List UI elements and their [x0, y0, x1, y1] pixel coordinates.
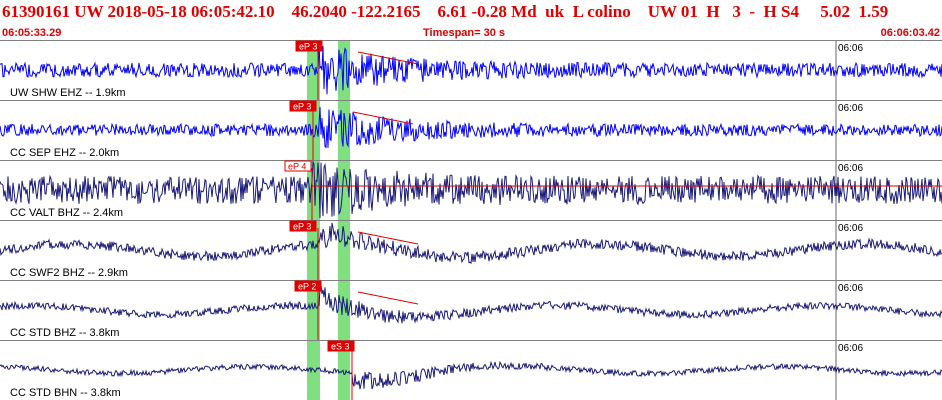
trace-row[interactable]: eP 3 06:06 CC SEP EHZ -- 2.0km [0, 100, 942, 161]
waveform-trace [0, 43, 942, 95]
seismogram-panel[interactable]: eP 3 06:06 UW SHW EHZ -- 1.9km eP 3 06:06 CC … [0, 40, 942, 400]
event-header: 61390161 UW 2018-05-18 06:05:42.10 46.20… [0, 0, 942, 40]
waveform-trace [0, 284, 942, 324]
pick-label-box[interactable] [294, 280, 322, 292]
pick-label: eP 3 [293, 222, 311, 232]
window-end-time: 06:06:03.42 [880, 27, 940, 39]
coda-fit-line [357, 51, 419, 65]
station-label: CC SWF2 BHZ -- 2.9km [10, 267, 128, 279]
time-mark-label: 06:06 [838, 343, 863, 354]
pick-label: eP 3 [293, 102, 311, 112]
station-label: CC SEP EHZ -- 2.0km [10, 147, 119, 159]
pick-label-box[interactable] [284, 160, 312, 172]
time-mark-label: 06:06 [838, 103, 863, 114]
pick-label: eP 4 [288, 162, 306, 172]
station-label: UW SHW EHZ -- 1.9km [10, 87, 126, 99]
trace-row[interactable]: eP 2 06:06 CC STD BHZ -- 3.8km [0, 280, 942, 341]
waveform-trace [0, 106, 942, 149]
station-label: CC STD BHN -- 3.8km [10, 387, 121, 399]
pick-label-box[interactable] [327, 340, 355, 352]
time-mark-label: 06:06 [838, 223, 863, 234]
time-mark-label: 06:06 [838, 43, 863, 54]
trace-row[interactable]: eP 3 06:06 CC SWF2 BHZ -- 2.9km [0, 220, 942, 281]
window-start-time: 06:05:33.29 [2, 27, 62, 39]
timespan-label: Timespan= 30 s [423, 27, 506, 39]
waveform-trace [0, 160, 942, 219]
trace-row[interactable]: eS 3 06:06 CC STD BHN -- 3.8km [0, 340, 942, 400]
time-mark-label: 06:06 [838, 283, 863, 294]
station-label: CC STD BHZ -- 3.8km [10, 327, 119, 339]
station-label: CC VALT BHZ -- 2.4km [10, 207, 123, 219]
pick-label: eS 3 [331, 342, 350, 352]
pick-label-box[interactable] [289, 100, 317, 112]
pick-label-box[interactable] [295, 40, 323, 52]
trace-row[interactable]: eP 4 06:06 CC VALT BHZ -- 2.4km [0, 160, 942, 221]
pick-label: eP 2 [298, 282, 316, 292]
pick-label-box[interactable] [289, 220, 317, 232]
coda-fit-line [357, 291, 419, 305]
waveform-trace [0, 222, 942, 265]
coda-fit-line [352, 111, 414, 125]
event-summary-title: 61390161 UW 2018-05-18 06:05:42.10 46.20… [2, 2, 889, 21]
trace-row[interactable]: eP 3 06:06 UW SHW EHZ -- 1.9km [0, 40, 942, 101]
coda-fit-line [357, 231, 419, 245]
waveform-trace [0, 360, 942, 390]
pick-label: eP 3 [299, 42, 317, 52]
time-mark-label: 06:06 [838, 163, 863, 174]
